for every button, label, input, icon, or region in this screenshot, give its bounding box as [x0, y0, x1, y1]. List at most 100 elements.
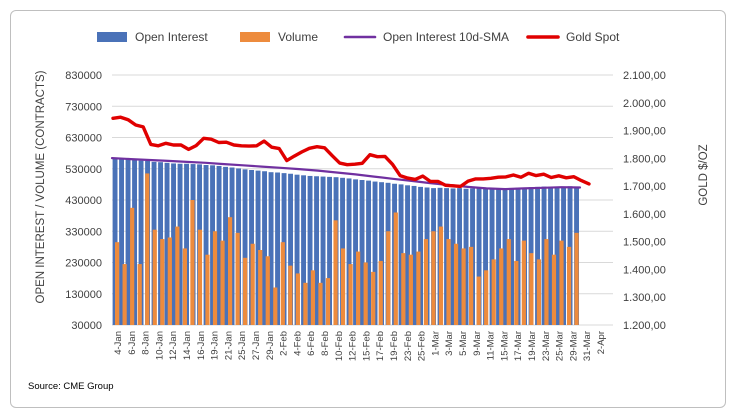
open-interest-bar: [294, 174, 300, 325]
x-tick-label: 16-Jan: [196, 331, 207, 360]
open-interest-bar: [112, 158, 118, 325]
volume-bar: [288, 265, 293, 325]
volume-bar: [145, 173, 150, 325]
open-interest-sma-line: [110, 157, 582, 191]
volume-bar: [340, 248, 346, 325]
x-tick-label: 31-Mar: [582, 331, 593, 361]
legend-label: Open Interest 10d-SMA: [383, 30, 509, 44]
volume-bar: [258, 250, 263, 325]
open-interest-bar: [489, 188, 495, 325]
x-tick-label: 2-Apr: [596, 331, 607, 354]
legend-item: Gold Spot: [526, 30, 620, 44]
legend-label: Gold Spot: [566, 30, 620, 44]
volume-bar: [529, 253, 534, 325]
x-tick-label: 15-Mar: [499, 331, 510, 361]
volume-bar: [386, 231, 391, 325]
left-tick-label: 330000: [65, 226, 102, 238]
x-tick-label: 25-Jan: [237, 331, 248, 360]
volume-bar: [363, 262, 368, 325]
volume-bar: [227, 217, 233, 325]
open-interest-bar: [171, 163, 176, 325]
open-interest-bar: [502, 188, 508, 325]
x-tick-label: 23-Feb: [403, 331, 414, 361]
x-tick-label: 23-Mar: [541, 331, 552, 361]
legend-item: Open Interest: [97, 30, 208, 44]
volume-bar: [401, 253, 406, 325]
chart-frame: [10, 10, 726, 408]
open-interest-bar: [301, 175, 306, 325]
open-interest-bar: [476, 188, 482, 325]
open-interest-bar: [255, 170, 261, 325]
volume-bar: [476, 276, 481, 325]
volume-bar: [551, 254, 557, 325]
open-interest-bar: [353, 179, 358, 325]
volume-bar: [310, 270, 316, 325]
volume-bar: [212, 231, 218, 325]
left-axis-ticks: 830000 730000 630000 530000 430000 330000 2300…: [65, 70, 102, 332]
volume-bar: [453, 243, 459, 325]
open-interest-bar: [125, 158, 131, 325]
open-interest-bar: [216, 165, 222, 325]
legend: Open Interest Volume Open Interest 10d-SMA…: [97, 30, 620, 44]
legend-label: Open Interest: [135, 30, 208, 44]
left-tick-label: 530000: [65, 164, 102, 176]
open-interest-bar: [379, 182, 384, 325]
volume-bar: [295, 273, 300, 325]
y-right-axis-title: GOLD $/OZ: [698, 144, 710, 205]
legend-swatch: [97, 32, 127, 42]
volume-bar: [280, 242, 285, 325]
volume-bar: [318, 282, 323, 325]
x-tick-label: 17-Mar: [513, 331, 524, 361]
volume-bar: [566, 246, 572, 325]
right-tick-label: 2.000,00: [623, 98, 666, 110]
open-interest-bar: [307, 175, 313, 325]
x-tick-label: 5-Mar: [458, 331, 469, 356]
open-interest-bar: [138, 160, 144, 325]
open-interest-bar: [366, 180, 371, 325]
volume-bar: [544, 239, 549, 325]
source-note: Source: CME Group: [28, 381, 114, 392]
x-tick-label: 29-Jan: [265, 331, 276, 360]
volume-bar: [514, 260, 519, 325]
open-interest-bar: [405, 185, 410, 325]
open-interest-bar: [203, 165, 209, 325]
x-tick-label: 9-Mar: [472, 331, 483, 356]
x-tick-label: 15-Feb: [361, 331, 372, 361]
x-tick-label: 21-Jan: [223, 331, 234, 360]
right-tick-label: 2.100,00: [623, 70, 666, 82]
right-tick-label: 1.700,00: [623, 181, 666, 193]
x-tick-label: 25-Mar: [555, 331, 566, 361]
x-tick-label: 6-Feb: [306, 331, 317, 356]
open-interest-bar: [184, 163, 189, 325]
volume-bar: [408, 254, 413, 325]
right-axis-ticks: 2.100,00 2.000,00 1.900,00 1.800,00 1.700,00…: [623, 70, 666, 332]
left-tick-label: 430000: [65, 195, 102, 207]
volume-bar: [506, 239, 511, 325]
legend-label: Volume: [278, 30, 318, 44]
x-tick-label: 17-Feb: [375, 331, 386, 361]
volume-bar: [461, 248, 466, 325]
volume-bar: [371, 271, 376, 325]
volume-bar: [559, 240, 564, 325]
open-interest-bar: [450, 188, 456, 325]
open-interest-bar: [372, 181, 378, 325]
volume-bar: [325, 278, 331, 325]
x-tick-label: 27-Jan: [251, 331, 262, 360]
volume-bar: [521, 240, 526, 325]
volume-bar: [438, 226, 444, 325]
open-interest-bar: [314, 176, 319, 325]
x-tick-label: 6-Jan: [127, 331, 138, 355]
x-tick-label: 8-Jan: [141, 331, 152, 355]
x-tick-label: 12-Jan: [168, 331, 179, 360]
open-interest-bar: [359, 180, 365, 325]
volume-bar: [152, 229, 157, 325]
right-tick-label: 1.600,00: [623, 209, 666, 221]
open-interest-bar: [242, 169, 248, 325]
x-tick-label: 4-Feb: [292, 331, 303, 356]
volume-bar: [160, 239, 165, 325]
volume-bar: [469, 246, 474, 325]
volume-bar: [115, 242, 120, 325]
x-tick-label: 19-Jan: [210, 331, 221, 360]
volume-bar: [243, 257, 248, 325]
